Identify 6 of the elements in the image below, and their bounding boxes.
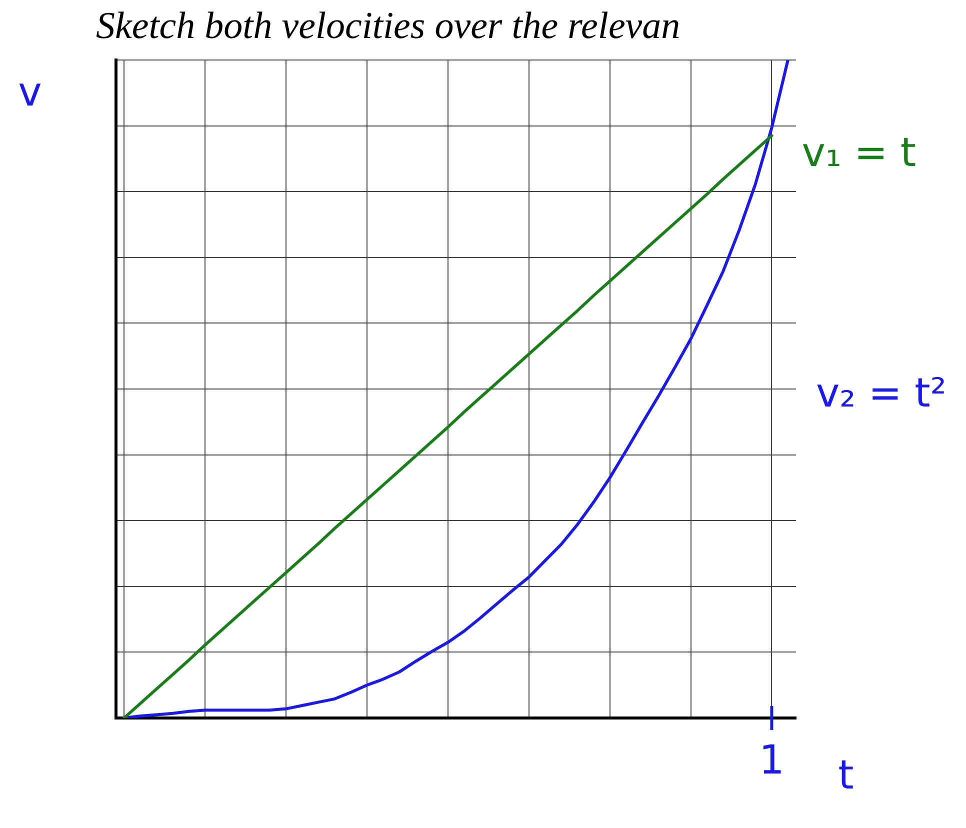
text: v₂ = t² — [816, 370, 946, 417]
y-axis-title: v — [18, 69, 42, 116]
x-axis-title: t — [838, 752, 854, 798]
chart-title: Sketch both velocities over the relevan — [96, 4, 680, 48]
series-label: v₁ = t — [802, 130, 916, 176]
text: 1 — [758, 737, 784, 784]
